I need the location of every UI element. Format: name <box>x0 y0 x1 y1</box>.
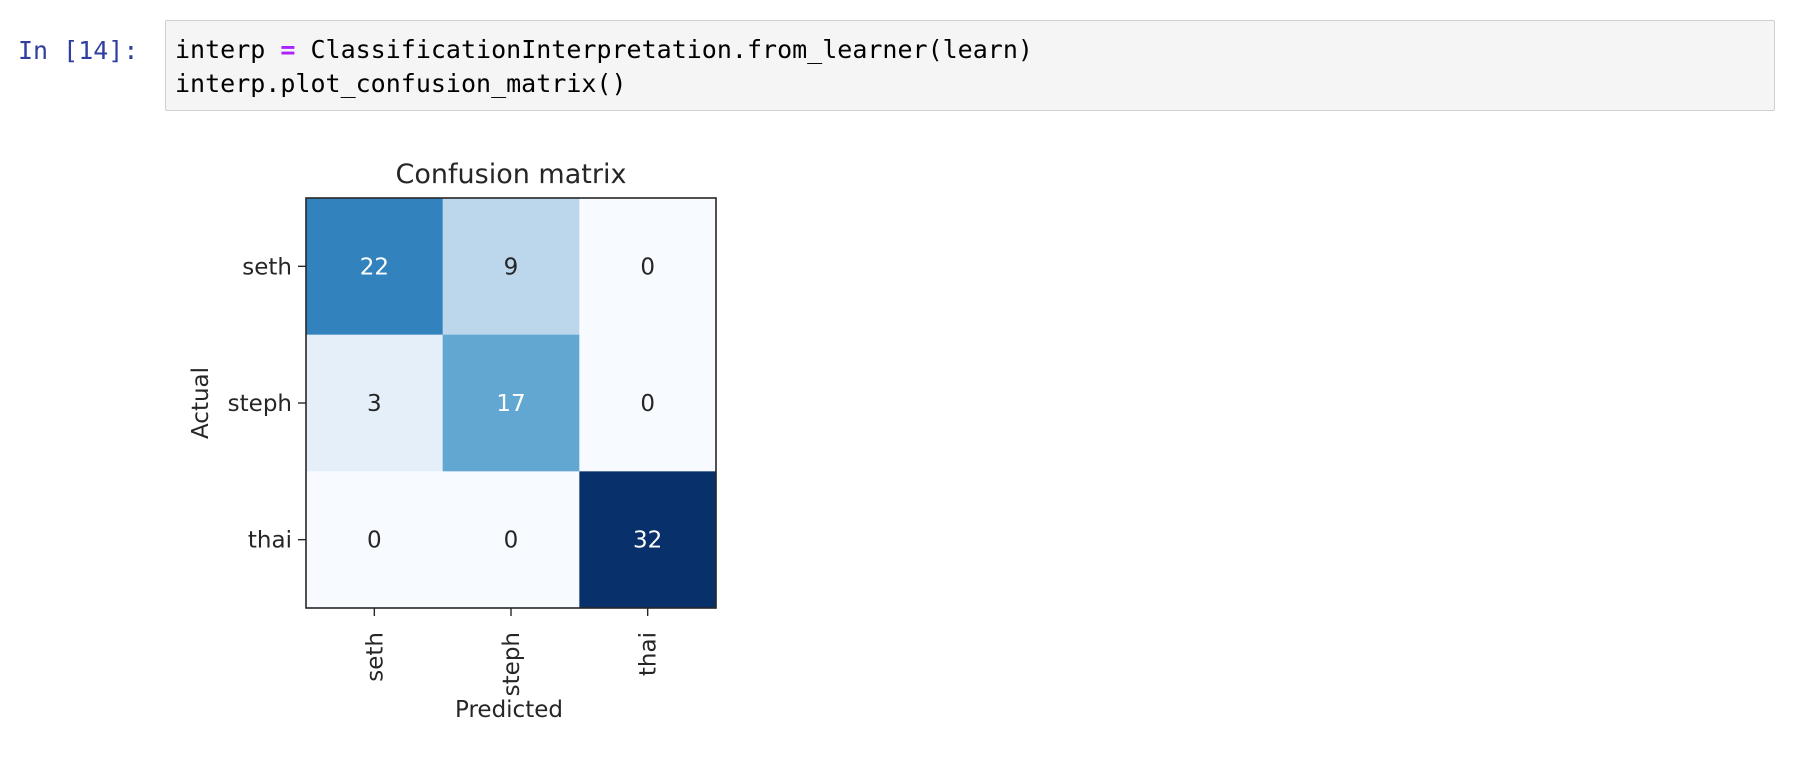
heatmap-cell-value: 22 <box>360 254 389 280</box>
heatmap-cell <box>306 471 444 609</box>
heatmap-cell <box>306 198 444 336</box>
cell-output: Confusion matrix 22 9 0 3 17 0 0 0 32 seth steph t… <box>0 120 1798 754</box>
y-axis-ticks: seth steph thai <box>228 254 306 554</box>
y-axis-label: Actual <box>188 367 214 439</box>
heatmap-cell <box>442 334 580 472</box>
heatmap-cells: 22 9 0 3 17 0 0 0 32 <box>306 198 717 609</box>
heatmap-cell-value: 0 <box>640 391 655 417</box>
code-line1-expr: ClassificationInterpretation.from_learne… <box>295 35 1033 64</box>
y-tick-label: seth <box>242 254 292 280</box>
code-line1-var: interp <box>175 35 281 64</box>
heatmap-cell <box>442 198 580 336</box>
code-cell-input[interactable]: interp = ClassificationInterpretation.fr… <box>165 20 1775 111</box>
heatmap-cell <box>442 471 580 609</box>
heatmap-cell-value: 0 <box>640 254 655 280</box>
heatmap-cell <box>306 334 444 472</box>
code-line2: interp.plot_confusion_matrix() <box>175 69 627 98</box>
y-tick-label: thai <box>248 528 292 554</box>
heatmap-cell-value: 0 <box>367 528 382 554</box>
x-tick-label: steph <box>499 632 525 696</box>
x-tick-label: thai <box>636 632 662 676</box>
x-tick-label: seth <box>362 632 388 682</box>
y-tick-label: steph <box>228 391 292 417</box>
code-line1-operator: = <box>280 35 296 64</box>
x-axis-label: Predicted <box>455 697 563 723</box>
code-editor[interactable]: interp = ClassificationInterpretation.fr… <box>175 33 1033 101</box>
chart-title: Confusion matrix <box>396 159 627 190</box>
heatmap-cell-value: 17 <box>496 391 525 417</box>
heatmap-cell-value: 0 <box>504 528 519 554</box>
heatmap-cell-value: 9 <box>504 254 519 280</box>
heatmap-cell <box>579 198 717 336</box>
heatmap-cell <box>579 334 717 472</box>
heatmap-cell <box>579 471 717 609</box>
cell-prompt: In [14]: <box>18 36 139 65</box>
confusion-matrix-chart: Confusion matrix 22 9 0 3 17 0 0 0 32 seth steph t… <box>188 159 717 723</box>
x-axis-ticks: seth steph thai <box>362 608 662 696</box>
heatmap-cell-value: 32 <box>633 528 662 554</box>
heatmap-cell-value: 3 <box>367 391 382 417</box>
